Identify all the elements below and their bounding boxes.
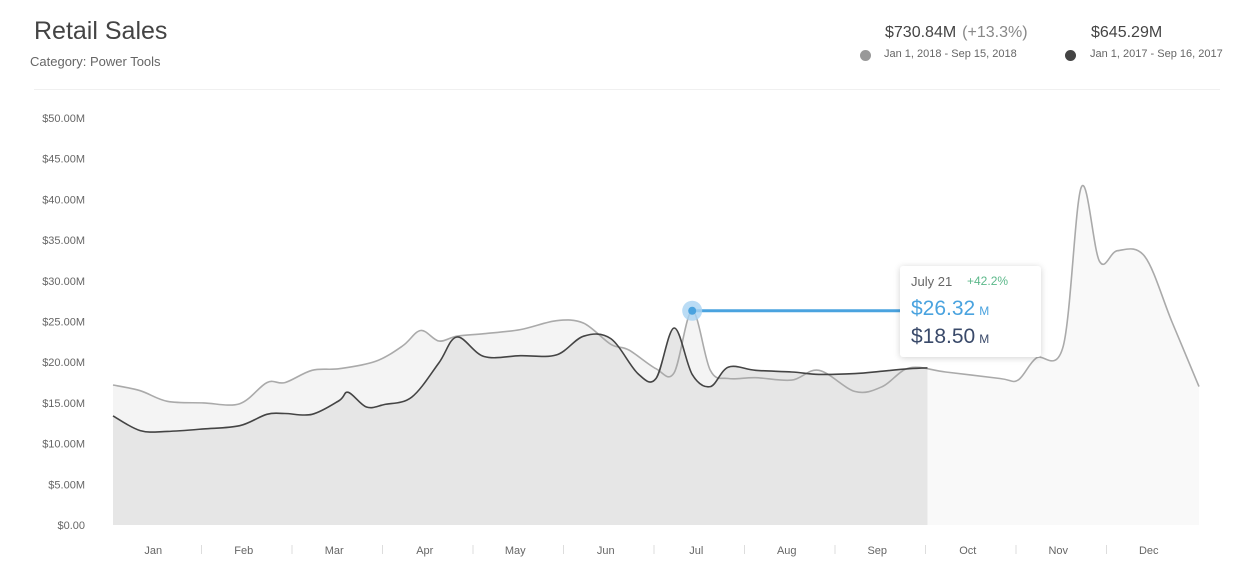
y-tick-label: $25.00M [42, 317, 85, 329]
stat-current-value: $730.84M [885, 24, 957, 41]
x-tick-label: Aug [777, 545, 797, 557]
x-tick-label: Sep [867, 545, 887, 557]
stat-previous-range: Jan 1, 2017 - Sep 16, 2017 [1090, 48, 1223, 60]
y-tick-label: $35.00M [42, 235, 85, 247]
x-tick-label: Oct [959, 545, 976, 557]
stat-current-year: $730.84M (+13.3%) Jan 1, 2018 - Sep 15, 2… [860, 24, 1028, 61]
stat-current-change: (+13.3%) [962, 24, 1028, 41]
x-tick-label: Jun [597, 545, 615, 557]
tooltip-change: +42.2% [967, 274, 1009, 288]
highlight-point [688, 306, 697, 315]
tooltip-current-value: $26.32 [911, 297, 976, 320]
chart-overlay [682, 300, 900, 321]
x-axis: Jan Feb Mar Apr May Jun Jul Aug Sep Oct Nov Dec [144, 545, 1159, 557]
x-tick-label: Feb [234, 545, 253, 557]
x-tick-label: Apr [416, 545, 433, 557]
y-tick-label: $30.00M [42, 276, 85, 288]
header-divider [34, 89, 1220, 90]
stat-previous-value: $645.29M [1091, 24, 1163, 41]
current-year-line [112, 184, 1200, 406]
tooltip-previous-value: $18.50 [911, 325, 976, 348]
chart-tooltip: July 21 +42.2% $26.32 M $18.50 M [900, 266, 1041, 357]
y-tick-label: $40.00M [42, 194, 85, 206]
y-tick-label: $20.00M [42, 357, 85, 369]
tooltip-current-unit: M [979, 304, 990, 318]
y-tick-label: $15.00M [42, 398, 85, 410]
tooltip-date: July 21 [911, 274, 953, 289]
x-tick-label: Dec [1139, 545, 1159, 557]
stat-previous-year: $645.29M Jan 1, 2017 - Sep 16, 2017 [1065, 24, 1223, 61]
chart-areas [112, 184, 1200, 525]
chart-title: Retail Sales [34, 17, 168, 45]
x-tick-label: Jul [689, 545, 703, 557]
y-axis: $0.00 $5.00M $10.00M $15.00M $20.00M $25.00M $… [42, 113, 85, 532]
tooltip-previous-unit: M [979, 332, 990, 346]
y-tick-label: $10.00M [42, 439, 85, 451]
y-tick-label: $0.00 [57, 520, 85, 532]
x-tick-label: Mar [325, 545, 344, 557]
chart-subtitle: Category: Power Tools [30, 54, 161, 69]
y-tick-label: $45.00M [42, 154, 85, 166]
y-tick-label: $50.00M [42, 113, 85, 125]
x-tick-label: May [505, 545, 526, 557]
current-year-area-right [927, 185, 1199, 525]
x-tick-label: Jan [144, 545, 162, 557]
x-tick-label: Nov [1048, 545, 1068, 557]
y-tick-label: $5.00M [48, 479, 85, 491]
legend-dot-previous [1065, 50, 1076, 61]
previous-year-line [112, 327, 928, 433]
previous-year-area [113, 327, 928, 525]
legend-dot-current [860, 50, 871, 61]
stat-current-range: Jan 1, 2018 - Sep 15, 2018 [884, 48, 1017, 60]
